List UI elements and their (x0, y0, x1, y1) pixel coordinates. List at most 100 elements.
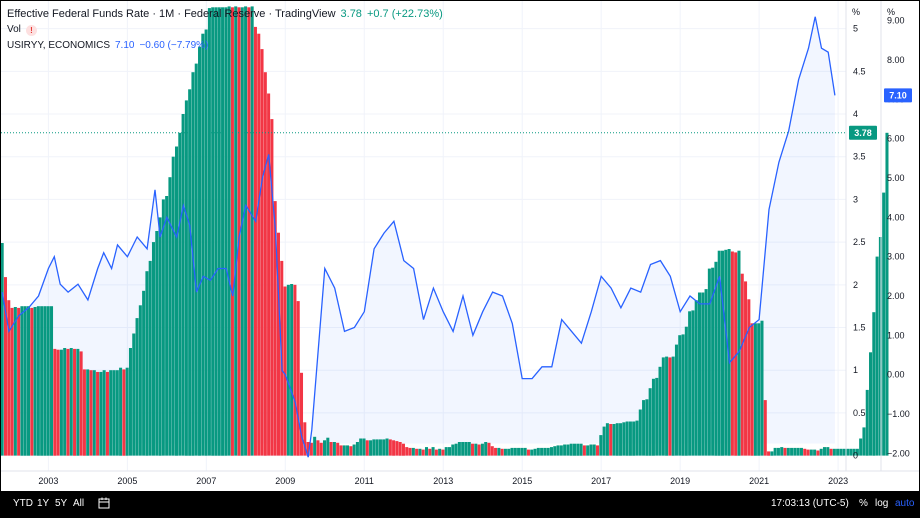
series2-name[interactable]: USIRYY, ECONOMICS (7, 40, 110, 51)
fed-funds-bar (418, 448, 422, 456)
right-tick-label[interactable]: 9.00 (887, 16, 905, 26)
fed-funds-bar (411, 447, 415, 456)
fed-funds-bar (586, 445, 590, 456)
fed-funds-bar (842, 448, 846, 456)
fed-funds-bar (395, 441, 399, 456)
range-ytd[interactable]: YTD (13, 498, 33, 509)
chart-canvas[interactable]: 54.543.532.521.510.50 9.008.007.006.005.… (1, 1, 919, 491)
fed-funds-bar (181, 114, 185, 456)
symbol-title[interactable]: Effective Federal Funds Rate · 1M · Fede… (7, 8, 336, 20)
right-tick-label[interactable]: 6.00 (887, 134, 905, 144)
fed-funds-bar (405, 447, 409, 456)
right-tick-label[interactable]: 8.00 (887, 55, 905, 65)
fed-funds-bar (523, 447, 527, 456)
left-tick-label[interactable]: 0 (853, 451, 858, 461)
fed-funds-bar (178, 132, 182, 456)
legend-vol-row[interactable]: Vol ! (7, 22, 443, 38)
legend-main-row[interactable]: Effective Federal Funds Rate · 1M · Fede… (7, 6, 443, 22)
right-tick-label[interactable]: −1.00 (887, 409, 910, 419)
fed-funds-bar (362, 438, 366, 456)
left-tick-label[interactable]: 3 (853, 194, 858, 204)
fed-funds-bar (221, 7, 225, 456)
fed-funds-bar (780, 447, 784, 456)
right-tick-label[interactable]: −2.00 (887, 448, 910, 458)
time-tick-label[interactable]: 2013 (433, 476, 453, 486)
clock-time[interactable]: 17:03:13 (UTC-5) (771, 498, 849, 509)
time-tick-label[interactable]: 2005 (117, 476, 137, 486)
left-tick-label[interactable]: 1.5 (853, 323, 866, 333)
time-tick-label[interactable]: 2023 (828, 476, 848, 486)
right-tick-label[interactable]: 3.00 (887, 252, 905, 262)
fed-funds-bar (582, 445, 586, 456)
log-toggle[interactable]: log (875, 498, 889, 509)
fed-funds-bar (415, 448, 419, 456)
fed-funds-bar (707, 268, 711, 456)
fed-funds-bar (651, 378, 655, 456)
fed-funds-bar (237, 7, 241, 456)
left-tick-label[interactable]: 0.5 (853, 408, 866, 418)
fed-funds-bar (572, 443, 577, 456)
fed-funds-bar (46, 306, 50, 456)
fed-funds-bar (50, 306, 54, 456)
time-tick-label[interactable]: 2019 (670, 476, 690, 486)
right-tick-label[interactable]: 1.00 (887, 330, 905, 340)
left-tick-label[interactable]: 5 (853, 24, 858, 34)
fed-funds-bar (740, 273, 744, 456)
time-tick-label[interactable]: 2021 (749, 476, 769, 486)
left-tick-label[interactable]: 4 (853, 109, 858, 119)
fed-funds-bar (536, 447, 540, 456)
fed-funds-bar (66, 348, 70, 456)
time-tick-label[interactable]: 2015 (512, 476, 532, 486)
left-axis-labels[interactable]: 5 4.5 4 3.5 3 2.5 2 1.5 1 0.5 0 (853, 24, 866, 461)
fed-funds-bar (760, 320, 764, 456)
time-tick-label[interactable]: 2007 (196, 476, 216, 486)
fed-funds-bar (299, 372, 304, 456)
right-unit-label: % (887, 7, 896, 17)
fed-funds-bar (283, 286, 287, 456)
time-tick-label[interactable]: 2009 (275, 476, 295, 486)
fed-funds-bar (517, 447, 521, 456)
time-tick-label[interactable]: 2003 (38, 476, 58, 486)
time-tick-label[interactable]: 2011 (355, 476, 374, 486)
fed-funds-bar (852, 448, 856, 456)
fed-funds-bar (240, 7, 244, 456)
badge-blue: 7.10 (884, 88, 912, 103)
percent-toggle[interactable]: % (859, 498, 868, 509)
range-1y[interactable]: 1Y (37, 498, 50, 509)
fed-funds-bar (273, 201, 277, 456)
fed-funds-bar (30, 307, 34, 456)
fed-funds-bar (10, 307, 14, 456)
fed-funds-bar (53, 348, 57, 456)
fed-funds-bar (286, 284, 290, 456)
left-tick-label[interactable]: 1 (853, 365, 858, 375)
fed-funds-bar (191, 72, 195, 456)
range-all[interactable]: All (73, 498, 85, 509)
auto-toggle[interactable]: auto (895, 498, 915, 509)
fed-funds-bar (474, 443, 478, 456)
left-tick-label[interactable]: 2 (853, 280, 858, 290)
time-axis-labels[interactable]: 2003 2005 2007 2009 2011 2013 2015 2017 2019 2021… (38, 476, 848, 486)
fed-funds-bar (691, 310, 695, 456)
time-tick-label[interactable]: 2017 (591, 476, 611, 486)
right-tick-label[interactable]: 4.00 (887, 212, 905, 222)
left-tick-label[interactable]: 3.5 (853, 152, 866, 162)
fed-funds-bar (349, 446, 353, 456)
left-tick-label[interactable]: 2.5 (853, 237, 866, 247)
right-tick-label[interactable]: 2.00 (887, 291, 905, 301)
fed-funds-bar (747, 299, 751, 456)
fed-funds-bar (451, 444, 455, 456)
alert-icon[interactable]: ! (25, 24, 37, 36)
badge-blue-label: 7.10 (889, 90, 907, 100)
legend-series2-row[interactable]: USIRYY, ECONOMICS 7.10 −0.60 (−7.79%) (7, 38, 443, 54)
right-tick-label[interactable]: 0.00 (887, 370, 905, 380)
right-tick-label[interactable]: 5.00 (887, 173, 905, 183)
range-5y[interactable]: 5Y (55, 498, 68, 509)
fed-funds-bar (592, 444, 596, 456)
fed-funds-bar (862, 427, 866, 456)
fed-funds-bar (615, 423, 619, 456)
goto-date-icon[interactable] (97, 496, 111, 513)
left-tick-label[interactable]: 4.5 (853, 66, 866, 76)
right-axis-labels[interactable]: 9.008.007.006.005.004.003.002.001.000.00… (887, 16, 910, 459)
fed-funds-bar (721, 250, 725, 456)
fed-funds-bar (145, 271, 149, 456)
